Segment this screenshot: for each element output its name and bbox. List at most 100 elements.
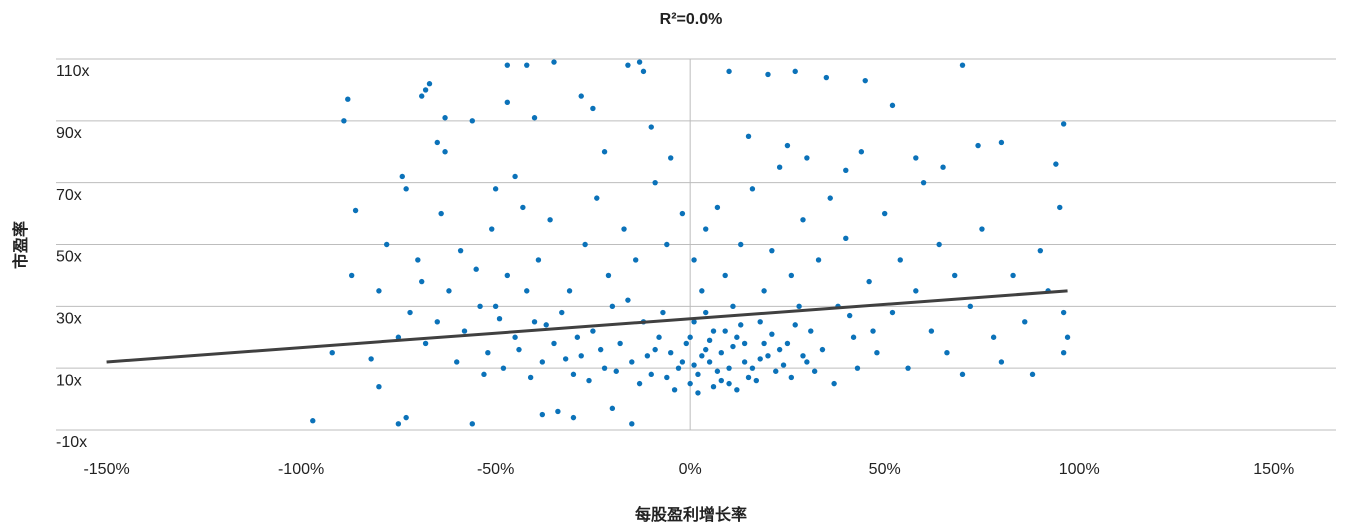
point — [590, 105, 596, 112]
x-axis-label: 每股盈利增长率 — [635, 505, 747, 524]
point — [527, 374, 534, 381]
point — [516, 346, 522, 353]
point — [664, 374, 670, 381]
point — [800, 217, 806, 223]
point — [843, 235, 849, 242]
point — [858, 149, 865, 155]
point — [562, 356, 569, 362]
point — [438, 210, 444, 217]
point — [827, 195, 833, 201]
point — [990, 334, 997, 340]
point — [745, 374, 752, 381]
point — [691, 362, 697, 368]
point — [761, 288, 767, 294]
point — [551, 340, 557, 347]
point — [520, 204, 526, 211]
point — [605, 272, 612, 279]
point — [726, 68, 732, 75]
point — [652, 179, 658, 186]
x-tick-label: 0% — [679, 461, 702, 478]
point — [691, 257, 697, 263]
x-tick-label: 50% — [869, 461, 901, 478]
point — [403, 414, 409, 421]
point — [905, 365, 911, 371]
point — [695, 371, 701, 378]
point — [341, 118, 347, 124]
point — [776, 346, 783, 353]
point — [434, 319, 440, 325]
point — [734, 334, 740, 340]
point — [773, 368, 779, 374]
x-tick-label: -150% — [83, 461, 129, 478]
point — [395, 421, 402, 427]
point — [454, 359, 460, 365]
point — [889, 102, 896, 109]
point — [691, 319, 697, 325]
point — [668, 350, 674, 356]
point — [784, 340, 791, 347]
point — [629, 359, 635, 365]
point — [399, 173, 405, 180]
point — [578, 353, 584, 359]
point — [524, 288, 530, 294]
point — [804, 155, 810, 161]
point — [582, 241, 588, 248]
point — [738, 241, 744, 248]
point — [551, 59, 557, 65]
x-tick-label: -100% — [278, 461, 324, 478]
point — [668, 155, 674, 161]
point — [570, 371, 577, 378]
point — [843, 167, 849, 173]
point — [967, 303, 973, 310]
point — [368, 356, 374, 362]
point — [959, 62, 966, 68]
y-tick-label: 110x — [56, 63, 90, 80]
point — [703, 346, 709, 353]
point — [473, 266, 479, 272]
point — [714, 368, 721, 374]
point — [555, 408, 561, 415]
point — [469, 421, 475, 427]
point — [492, 186, 499, 192]
point — [570, 414, 577, 421]
point — [345, 96, 351, 102]
point — [703, 309, 709, 316]
point — [500, 365, 507, 371]
point — [788, 374, 795, 381]
point — [730, 303, 736, 310]
point — [815, 257, 822, 263]
point — [348, 272, 355, 279]
point — [601, 365, 608, 371]
point — [679, 359, 686, 365]
point — [846, 312, 853, 319]
point — [699, 353, 705, 359]
y-tick-label: 70x — [56, 187, 82, 204]
point — [687, 334, 693, 340]
point — [461, 328, 468, 334]
point — [407, 309, 413, 316]
point — [492, 303, 499, 310]
y-tick-label: 50x — [56, 249, 82, 266]
point — [699, 288, 705, 294]
point — [734, 387, 740, 393]
point — [920, 179, 927, 186]
y-tick-label: 90x — [56, 125, 82, 142]
point — [601, 149, 608, 155]
point — [621, 226, 627, 232]
point — [489, 226, 495, 232]
point — [959, 371, 966, 378]
point — [714, 204, 721, 211]
point — [656, 334, 662, 340]
point — [457, 247, 464, 254]
point — [415, 257, 421, 263]
point — [636, 380, 643, 387]
point — [718, 377, 724, 384]
point — [1060, 309, 1067, 316]
point — [352, 207, 359, 214]
point — [625, 62, 631, 68]
point — [1053, 161, 1059, 167]
point — [819, 346, 826, 353]
point — [675, 365, 682, 371]
point — [718, 350, 724, 356]
point — [944, 350, 950, 356]
